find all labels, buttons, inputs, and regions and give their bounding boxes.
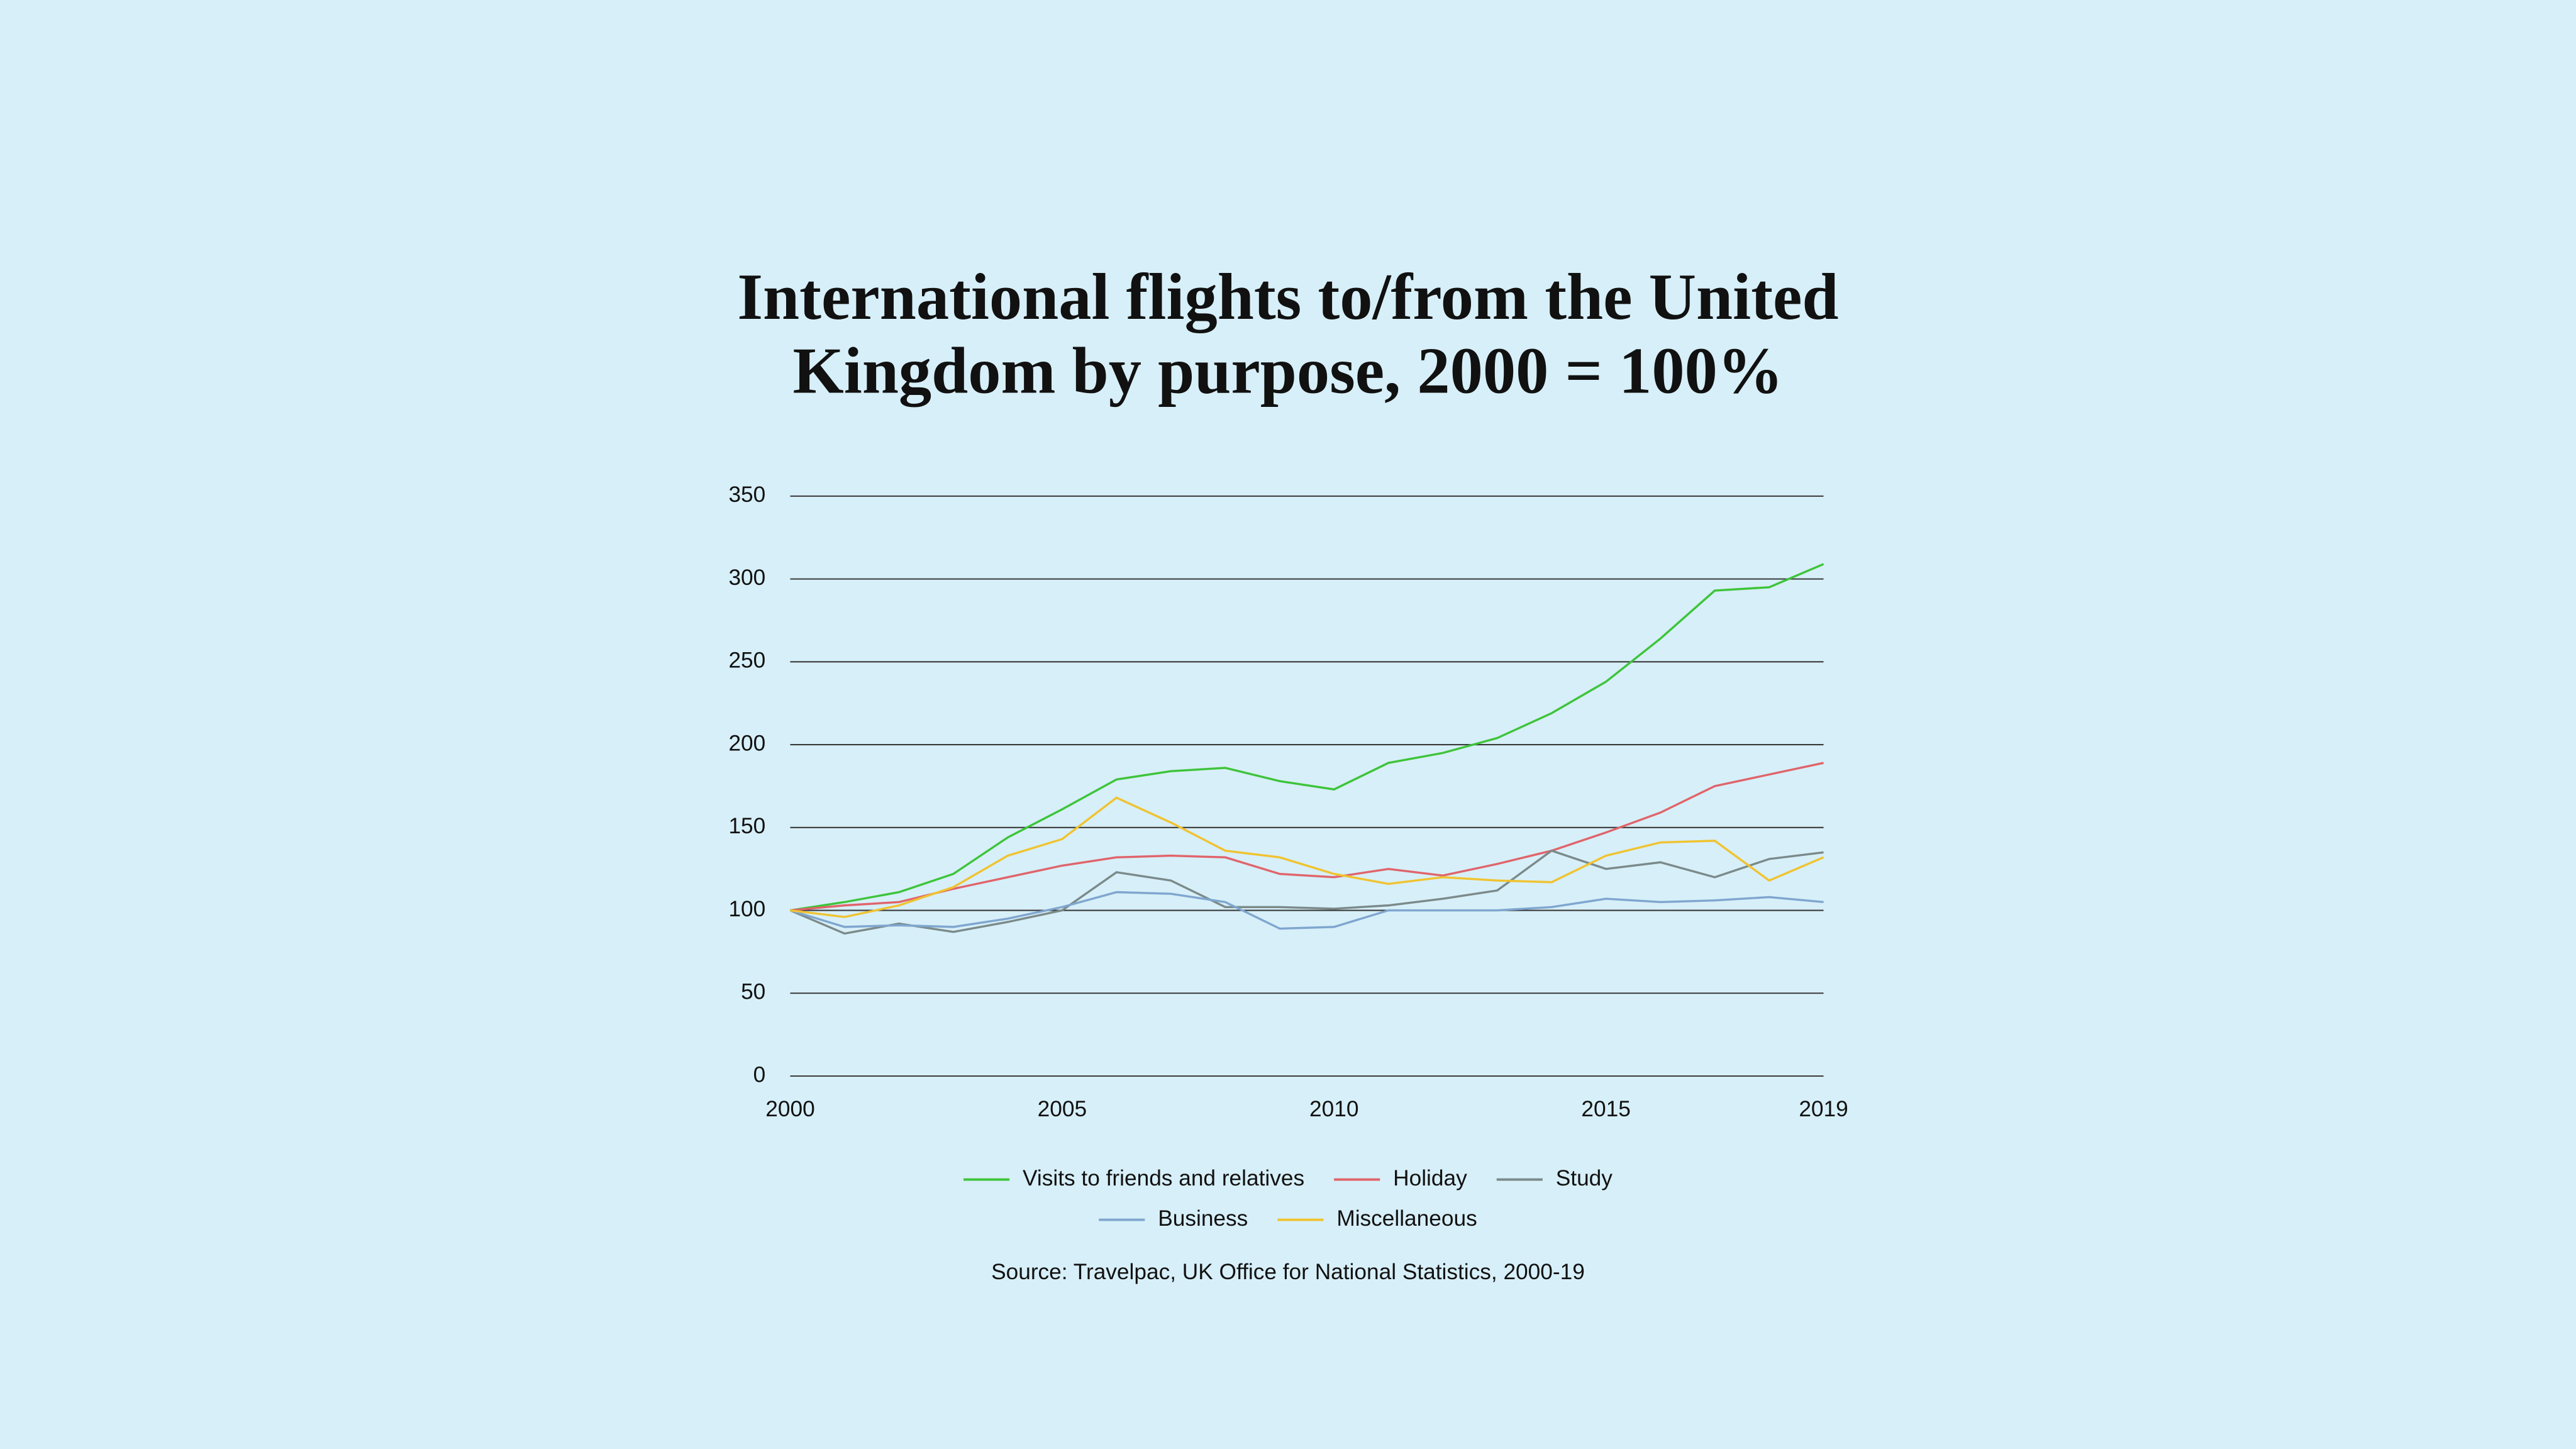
x-tick-label: 2010 [1309,1097,1358,1121]
legend-label: Visits to friends and relatives [1023,1166,1304,1191]
series-line [790,762,1824,912]
x-tick-label: 2019 [1799,1097,1848,1121]
legend-label: Holiday [1393,1166,1467,1191]
legend-label: Business [1158,1206,1248,1231]
series-line [789,849,1824,935]
legend-item: Miscellaneous [1277,1206,1477,1231]
y-tick-label: 350 [728,482,765,507]
x-tick-label: 2000 [765,1097,814,1121]
legend-label: Study [1556,1166,1613,1191]
y-tick-label: 200 [728,731,765,755]
chart-title: International flights to/from the United… [737,259,1839,408]
series-line [790,563,1824,912]
legend-item: Holiday [1334,1166,1467,1191]
y-tick-label: 150 [728,814,765,838]
legend-item: Study [1496,1166,1613,1191]
source-note: Source: Travelpac, UK Office for Nationa… [991,1260,1585,1284]
legend-item: Visits to friends and relatives [963,1166,1304,1191]
x-tick-label: 2015 [1581,1097,1630,1121]
legend-item: Business [1099,1206,1248,1231]
y-tick-label: 50 [741,980,765,1004]
y-tick-label: 100 [728,897,765,921]
x-tick-label: 2005 [1038,1097,1087,1121]
series-line [789,891,1824,930]
y-tick-label: 0 [753,1062,766,1087]
series-line [790,796,1824,918]
legend-label: Miscellaneous [1336,1206,1477,1231]
y-tick-label: 300 [728,565,765,590]
y-tick-label: 250 [728,648,765,673]
